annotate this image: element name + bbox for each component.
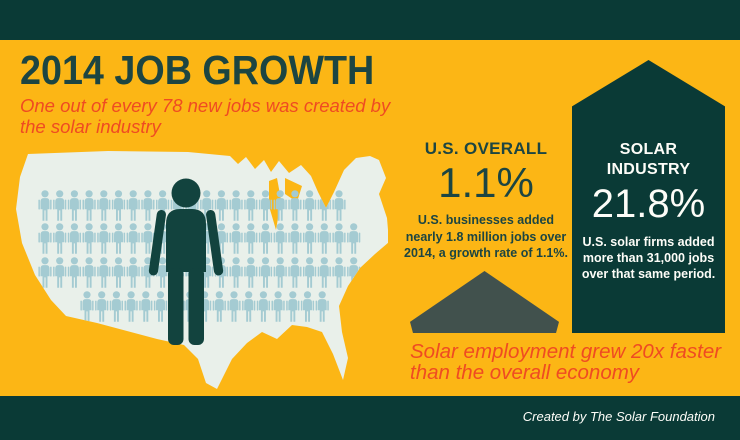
us-overall-description: U.S. businesses added nearly 1.8 million… — [404, 213, 568, 260]
subtitle-line-2: the solar industry — [20, 116, 161, 137]
footer-credit: Created by The Solar Foundation — [522, 409, 715, 424]
us-overall-stat: U.S. OVERALL 1.1% U.S. businesses added … — [402, 139, 570, 262]
large-person-icon — [148, 178, 224, 345]
solar-industry-value: 21.8% — [591, 182, 706, 226]
us-map — [16, 151, 388, 389]
solar-industry-panel: SOLAR INDUSTRY 21.8% U.S. solar firms ad… — [572, 60, 725, 333]
up-arrow-icon — [410, 271, 559, 333]
solar-industry-label: SOLAR INDUSTRY — [606, 141, 691, 178]
solar-industry-description: U.S. solar firms added more than 31,000 … — [581, 235, 716, 281]
subtitle-line-1: One out of every 78 new jobs was created… — [20, 95, 391, 116]
lake-huron-shape — [285, 178, 302, 202]
us-overall-value: 1.1% — [438, 159, 534, 206]
us-overall-label: U.S. OVERALL — [424, 139, 548, 158]
footer-bar: Created by The Solar Foundation — [0, 396, 740, 440]
top-bar — [0, 0, 740, 40]
page-title: 2014 JOB GROWTH — [20, 47, 375, 93]
page-subtitle: One out of every 78 new jobs was created… — [20, 95, 390, 137]
comparison-callout: Solar employment grew 20x faster than th… — [410, 340, 722, 384]
